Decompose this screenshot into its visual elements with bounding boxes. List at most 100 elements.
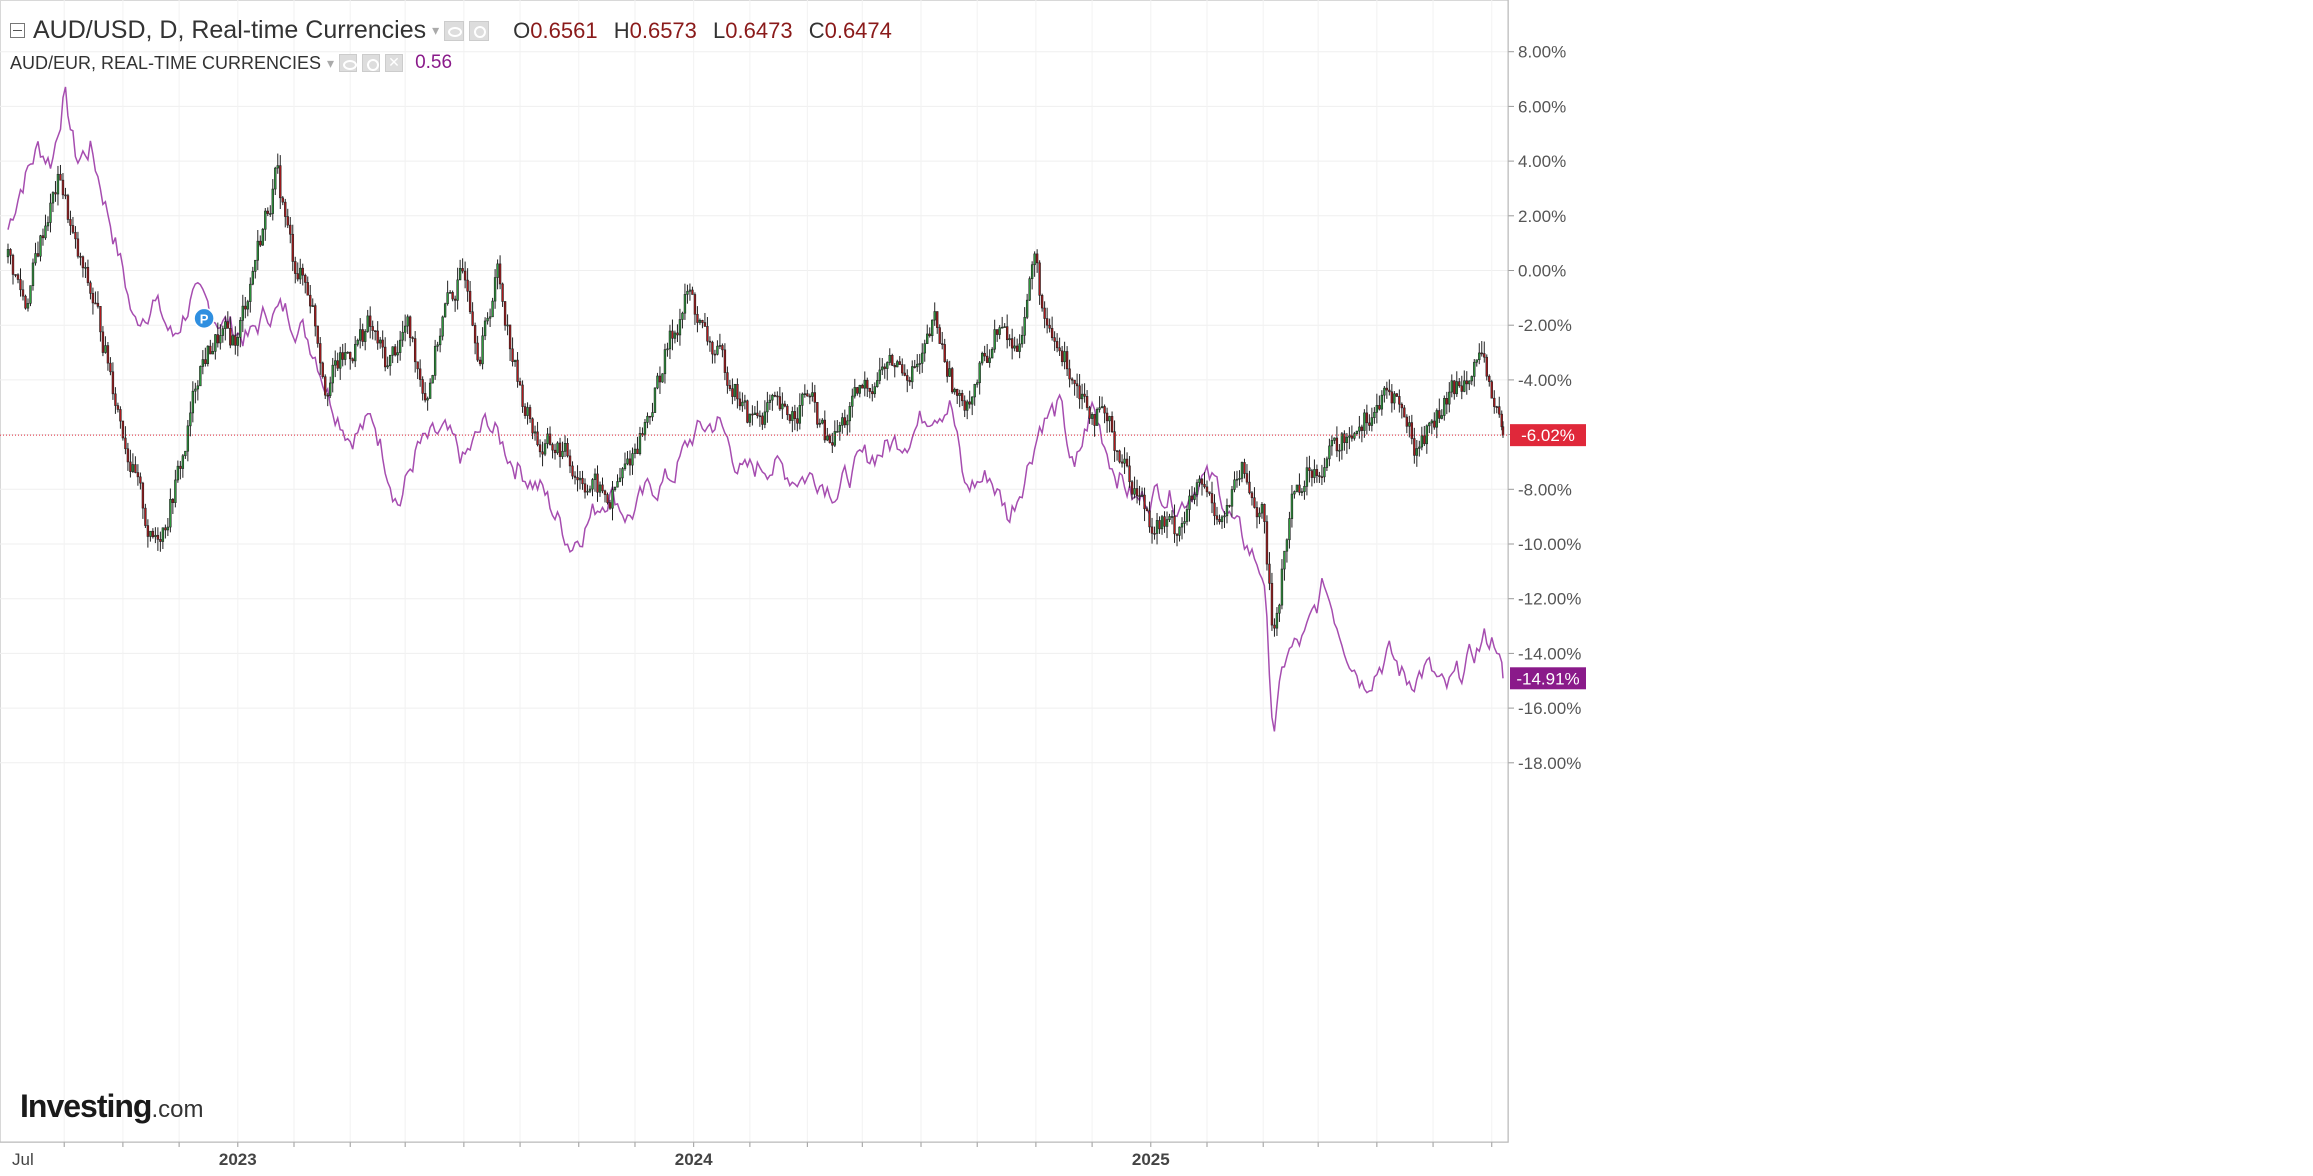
candle <box>69 210 72 235</box>
candle <box>279 155 282 209</box>
candle <box>1178 526 1181 542</box>
candle-body <box>958 393 961 396</box>
p-marker[interactable]: P <box>193 307 215 330</box>
candle <box>64 187 67 200</box>
candle-body <box>798 405 802 424</box>
candle <box>1343 430 1346 451</box>
candle-body <box>1400 403 1404 409</box>
candle <box>966 399 969 420</box>
candle <box>221 325 225 343</box>
candle-body <box>933 311 936 321</box>
candle <box>1165 511 1169 539</box>
candle-body <box>1450 380 1453 393</box>
candle <box>1205 480 1209 498</box>
candle-body <box>1500 413 1503 428</box>
candle-body <box>861 385 864 389</box>
candle-body <box>731 388 734 397</box>
candle-body <box>234 335 237 346</box>
candle-body <box>229 327 232 346</box>
compare-series-title[interactable]: AUD/EUR, REAL-TIME CURRENCIES <box>10 52 322 73</box>
gear-icon[interactable] <box>362 54 381 72</box>
candle-body <box>743 400 747 403</box>
candle-body <box>751 413 754 416</box>
candle <box>251 266 254 286</box>
candle <box>931 319 934 342</box>
candle <box>958 389 961 408</box>
candle-body <box>1015 345 1019 352</box>
candle <box>923 339 926 362</box>
candle <box>91 287 95 315</box>
candle-body <box>1283 550 1286 570</box>
candle <box>121 420 125 441</box>
candle <box>329 376 332 399</box>
candle-body <box>1300 491 1304 493</box>
candle <box>833 420 836 448</box>
candle-body <box>286 216 289 226</box>
gear-icon[interactable] <box>469 20 490 41</box>
candle <box>906 369 909 393</box>
y-tick-label: -14.00% <box>1518 644 1581 663</box>
main-series-title[interactable]: AUD/USD, D, Real-time Currencies <box>33 16 427 44</box>
candle <box>1015 338 1019 352</box>
chevron-down-icon[interactable]: ▾ <box>432 22 440 38</box>
candle-body <box>1488 375 1491 382</box>
candle-body <box>1265 521 1269 565</box>
candle <box>1448 382 1451 413</box>
candle-body <box>1223 515 1226 518</box>
candle-body <box>246 301 249 310</box>
candle-body <box>174 479 177 503</box>
collapse-icon[interactable] <box>10 23 25 38</box>
candle-body <box>349 351 352 360</box>
candle-body <box>796 418 799 424</box>
candle-body <box>1028 278 1031 301</box>
eye-icon[interactable] <box>444 20 465 41</box>
eye-icon[interactable] <box>339 54 358 72</box>
y-tick-label: 6.00% <box>1518 97 1566 116</box>
candle <box>598 481 602 497</box>
candle <box>741 392 744 412</box>
candle <box>1253 487 1256 509</box>
candle <box>151 528 155 539</box>
candle-body <box>1358 426 1361 432</box>
candle-body <box>164 527 167 531</box>
candle-body <box>1365 412 1369 424</box>
candle-body <box>1485 356 1488 377</box>
candle-body <box>388 354 392 367</box>
candle <box>703 312 707 327</box>
candle-body <box>686 290 689 295</box>
candle-body <box>1463 380 1466 392</box>
candle <box>1190 486 1194 502</box>
y-tick-label: -12.00% <box>1518 590 1581 609</box>
candle-body <box>481 335 484 365</box>
candle-body <box>588 488 592 492</box>
candle <box>893 363 896 378</box>
candle-body <box>551 444 554 451</box>
candle-body <box>1280 568 1284 606</box>
candle <box>1258 507 1261 525</box>
candle-body <box>398 339 402 353</box>
candle-body <box>918 363 921 365</box>
candle-body <box>923 343 926 354</box>
candle <box>1045 307 1049 334</box>
candle <box>136 464 140 486</box>
candle-body <box>209 345 212 355</box>
chevron-down-icon[interactable]: ▾ <box>327 54 335 71</box>
candle-body <box>1145 508 1149 512</box>
candle-body <box>1150 526 1154 534</box>
close-icon[interactable] <box>385 54 404 72</box>
candle <box>838 421 841 441</box>
open-label: O <box>513 17 531 43</box>
candle <box>1490 379 1493 399</box>
candle-body <box>818 422 822 425</box>
candle-body <box>354 343 357 362</box>
candle <box>169 488 172 533</box>
candle <box>1368 414 1371 431</box>
candle-body <box>1483 353 1486 358</box>
candle-body <box>139 476 142 484</box>
candle-body <box>753 412 757 415</box>
candle <box>1458 378 1461 388</box>
candle-body <box>741 401 744 407</box>
candle-body <box>1063 351 1066 363</box>
